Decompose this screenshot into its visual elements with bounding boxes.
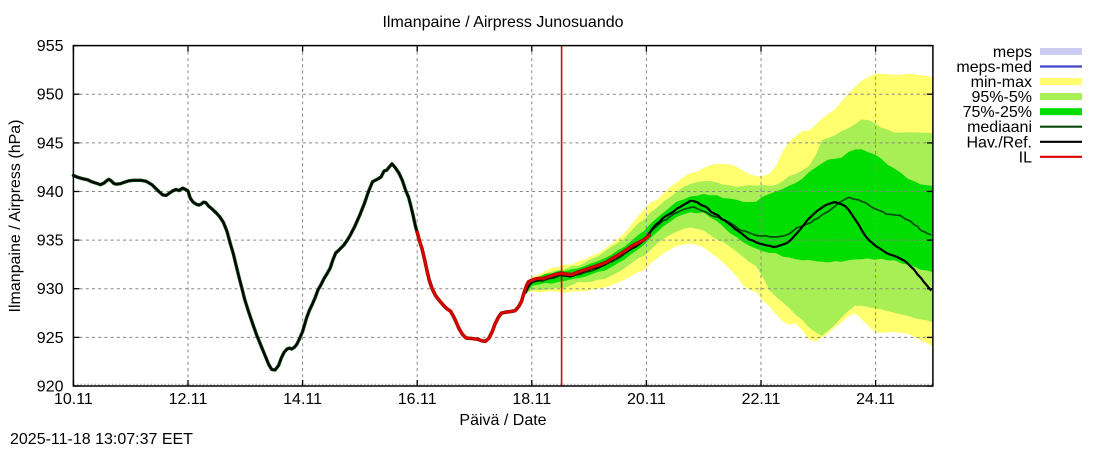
svg-text:925: 925 [37, 330, 64, 347]
svg-text:meps-med: meps-med [956, 59, 1032, 76]
svg-text:18.11: 18.11 [512, 391, 551, 408]
svg-text:95%-5%: 95%-5% [972, 89, 1032, 106]
svg-text:22.11: 22.11 [742, 391, 781, 408]
svg-text:20.11: 20.11 [627, 391, 666, 408]
svg-text:12.11: 12.11 [169, 391, 208, 408]
svg-text:14.11: 14.11 [283, 391, 322, 408]
svg-text:950: 950 [37, 87, 64, 104]
svg-text:920: 920 [37, 379, 64, 396]
svg-text:10.11: 10.11 [54, 391, 93, 408]
svg-text:75%-25%: 75%-25% [963, 104, 1032, 121]
svg-text:Ilmanpaine / Airpress Junosuan: Ilmanpaine / Airpress Junosuando [382, 14, 623, 31]
svg-text:Ilmanpaine / Airpress (hPa): Ilmanpaine / Airpress (hPa) [7, 120, 24, 313]
svg-text:940: 940 [37, 184, 64, 201]
svg-text:min-max: min-max [971, 74, 1032, 91]
svg-text:24.11: 24.11 [856, 391, 895, 408]
svg-text:945: 945 [37, 135, 64, 152]
svg-text:mediaani: mediaani [967, 119, 1032, 136]
svg-text:Päivä / Date: Päivä / Date [459, 412, 546, 429]
svg-text:Hav./Ref.: Hav./Ref. [967, 134, 1033, 151]
svg-text:955: 955 [37, 38, 64, 55]
svg-text:2025-11-18 13:07:37 EET: 2025-11-18 13:07:37 EET [10, 431, 193, 448]
svg-text:930: 930 [37, 281, 64, 298]
svg-text:meps: meps [993, 44, 1032, 61]
svg-text:IL: IL [1019, 149, 1032, 166]
svg-text:935: 935 [37, 233, 64, 250]
svg-text:16.11: 16.11 [398, 391, 437, 408]
